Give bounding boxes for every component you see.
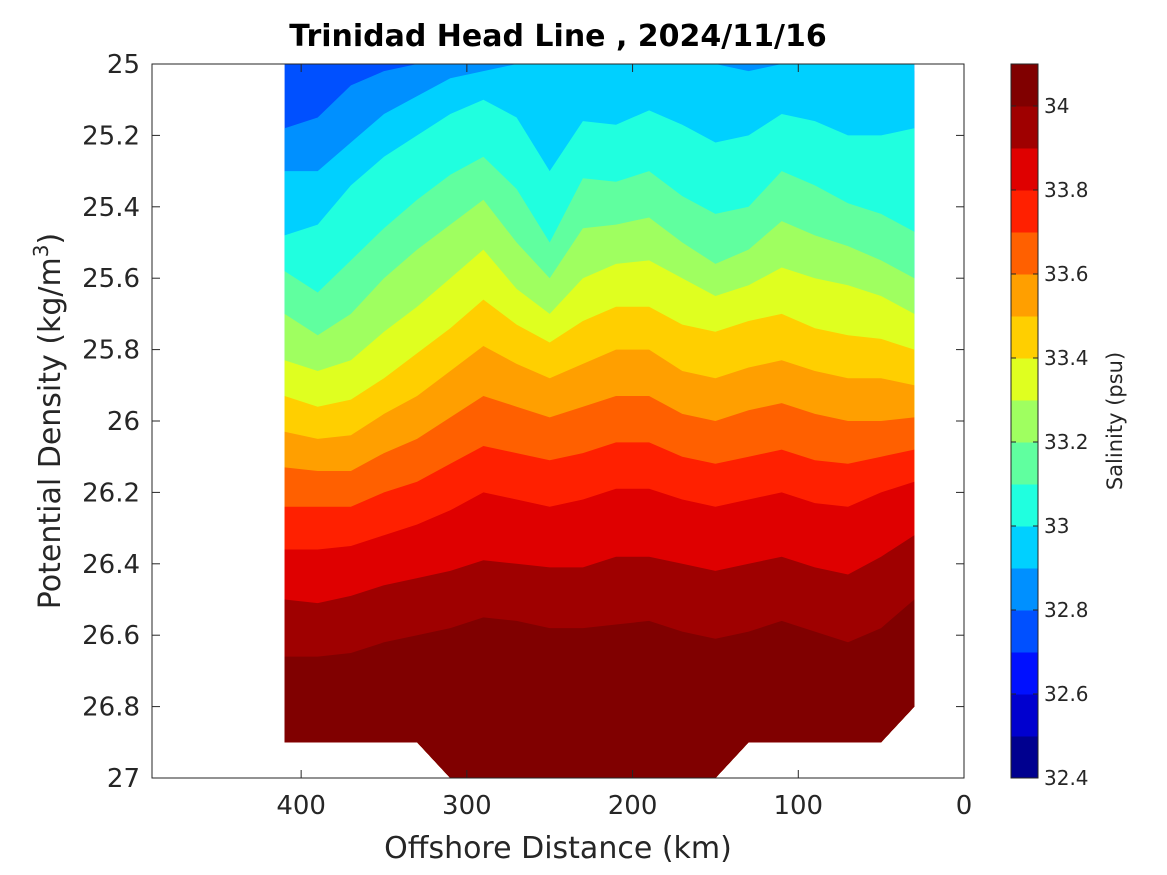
x-tick-label: 400 <box>276 791 326 821</box>
y-tick-label: 26.6 <box>82 621 140 651</box>
colorbar-tick-label: 33.4 <box>1044 346 1089 370</box>
colorbar: 32.4 32.6 32.8 33 33.2 33.4 33.6 33.8 34 <box>1010 63 1089 790</box>
y-tick-label: 26.8 <box>82 693 140 723</box>
y-tick-label: 25.2 <box>82 121 140 151</box>
colorbar-label: Salinity (psu) <box>1103 352 1127 490</box>
colorbar-swatch <box>1011 736 1038 779</box>
colorbar-swatch <box>1011 442 1038 485</box>
chart-title: Trinidad Head Line , 2024/11/16 <box>289 19 826 54</box>
y-axis-label-close: ) <box>33 233 68 245</box>
colorbar-swatch <box>1011 400 1038 443</box>
x-axis: 400 300 200 100 0 <box>276 64 972 821</box>
y-tick-label: 25.6 <box>82 264 140 294</box>
colorbar-tick-label: 34 <box>1044 94 1069 118</box>
colorbar-swatch <box>1011 652 1038 695</box>
y-tick-label: 25.4 <box>82 193 140 223</box>
colorbar-swatch <box>1011 358 1038 401</box>
colorbar-swatch <box>1011 526 1038 569</box>
colorbar-tick-label: 32.6 <box>1044 682 1089 706</box>
y-axis-label-superscript: 3 <box>29 244 53 257</box>
colorbar-tick-label: 33.8 <box>1044 178 1089 202</box>
colorbar-swatch <box>1011 274 1038 317</box>
x-tick-label: 100 <box>773 791 823 821</box>
colorbar-swatch <box>1011 232 1038 275</box>
x-tick-label: 200 <box>608 791 658 821</box>
y-tick-label: 25.8 <box>82 336 140 366</box>
colorbar-swatch <box>1011 106 1038 149</box>
colorbar-swatch <box>1011 64 1038 107</box>
colorbar-swatch <box>1011 316 1038 359</box>
x-tick-label: 300 <box>442 791 492 821</box>
x-axis-label: Offshore Distance (km) <box>384 831 732 866</box>
colorbar-tick-label: 33.6 <box>1044 262 1089 286</box>
x-tick-label: 0 <box>956 791 973 821</box>
colorbar-swatch <box>1011 148 1038 191</box>
colorbar-tick-label: 32.4 <box>1044 766 1089 790</box>
y-axis-label-main: Potential Density (kg/m <box>33 257 68 609</box>
colorbar-frame <box>1010 63 1039 779</box>
y-tick-label: 26 <box>107 407 140 437</box>
colorbar-tick-label: 32.8 <box>1044 598 1089 622</box>
plot-area <box>151 63 965 779</box>
y-axis: 25 25.2 25.4 25.6 25.8 26 26.2 26.4 26.6 26.8 27 <box>82 50 964 794</box>
colorbar-tick-label: 33 <box>1044 514 1069 538</box>
y-tick-label: 25 <box>107 50 140 80</box>
y-tick-label: 26.2 <box>82 478 140 508</box>
colorbar-swatch <box>1011 484 1038 527</box>
colorbar-swatch <box>1011 610 1038 653</box>
colorbar-swatch <box>1011 568 1038 611</box>
y-axis-label: Potential Density (kg/m3) <box>29 233 68 609</box>
colorbar-tick-label: 33.2 <box>1044 430 1089 454</box>
colorbar-swatch <box>1011 190 1038 233</box>
salinity-bands <box>284 64 915 778</box>
y-tick-label: 27 <box>107 764 140 794</box>
colorbar-swatch <box>1011 694 1038 737</box>
salinity-band <box>284 649 915 778</box>
y-tick-label: 26.4 <box>82 550 140 580</box>
salinity-band <box>284 692 915 778</box>
